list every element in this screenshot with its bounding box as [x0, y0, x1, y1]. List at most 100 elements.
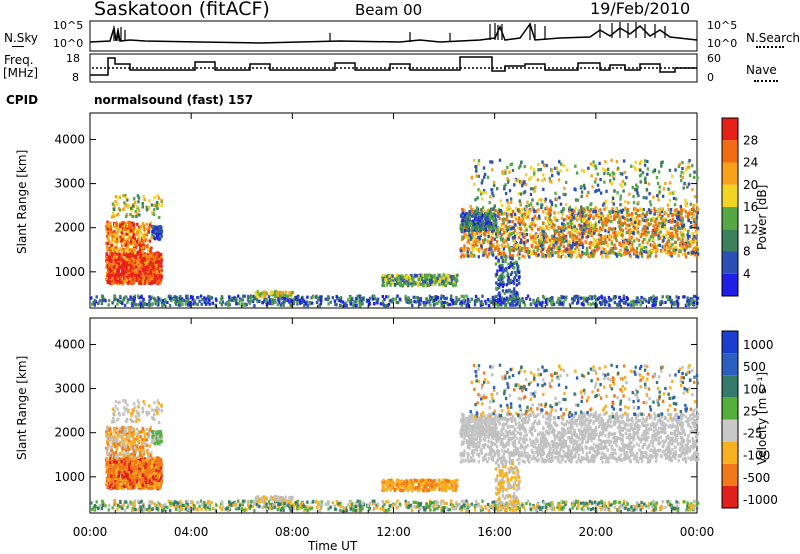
scatter-cell	[663, 235, 666, 239]
scatter-cell	[688, 234, 691, 238]
scatter-cell	[412, 295, 415, 299]
scatter-cell	[509, 256, 512, 260]
scatter-cell	[686, 296, 689, 300]
scatter-cell	[493, 215, 497, 219]
scatter-cell	[581, 235, 584, 239]
scatter-cell	[557, 252, 560, 256]
scatter-cell	[466, 236, 469, 240]
scatter-cell	[666, 243, 670, 247]
scatter-cell	[519, 164, 522, 168]
scatter-cell	[468, 299, 472, 303]
scatter-cell	[562, 207, 565, 211]
scatter-cell	[630, 248, 633, 252]
scatter-cell	[491, 168, 494, 172]
scatter-cell	[387, 281, 391, 285]
scatter-cell	[471, 239, 474, 243]
scatter-cell	[438, 283, 441, 287]
scatter-cell	[486, 229, 489, 233]
scatter-cell	[140, 264, 144, 268]
scatter-cell	[514, 247, 517, 251]
scatter-cell	[694, 251, 697, 255]
scatter-cell	[141, 280, 145, 284]
scatter-cell	[110, 267, 113, 271]
scatter-cell	[623, 249, 627, 254]
scatter-cell	[185, 299, 188, 303]
scatter-cell	[465, 294, 468, 298]
scatter-cell	[694, 248, 698, 252]
scatter-cell	[617, 220, 620, 224]
scatter-cell	[99, 298, 102, 303]
scatter-cell	[196, 303, 199, 307]
scatter-cell	[116, 252, 119, 256]
scatter-cell	[581, 301, 585, 305]
scatter-cell	[404, 297, 407, 301]
scatter-cell	[530, 227, 533, 231]
scatter-cell	[620, 242, 623, 246]
scatter-cell	[154, 275, 157, 279]
scatter-cell	[108, 259, 112, 263]
scatter-cell	[129, 212, 132, 217]
scatter-cell	[655, 230, 658, 234]
scatter-cell	[689, 208, 692, 212]
scatter-cell	[507, 205, 510, 209]
scatter-cell	[130, 208, 133, 212]
scatter-cell	[481, 220, 485, 224]
scatter-cell	[393, 283, 397, 287]
scatter-cell	[553, 237, 556, 241]
scatter-cell	[609, 235, 612, 239]
scatter-cell	[676, 233, 679, 237]
scatter-cell	[533, 302, 537, 306]
scatter-cell	[636, 185, 639, 189]
scatter-cell	[548, 215, 551, 219]
scatter-cell	[138, 248, 142, 252]
scatter-cell	[583, 223, 586, 227]
scatter-cell	[472, 245, 476, 250]
scatter-cell	[114, 297, 117, 301]
scatter-cell	[529, 192, 533, 196]
scatter-cell	[630, 300, 633, 304]
scatter-cell	[114, 240, 117, 244]
scatter-cell	[437, 278, 440, 282]
scatter-cell	[500, 204, 504, 208]
scatter-cell	[150, 203, 154, 207]
scatter-cell	[594, 295, 597, 299]
scatter-cell	[317, 298, 320, 302]
scatter-cell	[628, 250, 631, 254]
scatter-cell	[641, 254, 644, 258]
scatter-cell	[668, 253, 671, 257]
scatter-cell	[671, 217, 675, 222]
scatter-cell	[653, 298, 656, 302]
scatter-cell	[553, 234, 556, 238]
scatter-cell	[353, 300, 356, 304]
scatter-cell	[114, 268, 118, 272]
scatter-cell	[427, 283, 430, 287]
scatter-cell	[638, 243, 641, 247]
scatter-cell	[130, 298, 133, 302]
scatter-cell	[483, 209, 486, 213]
scatter-cell	[129, 275, 132, 279]
scatter-cell	[683, 248, 686, 252]
scatter-cell	[476, 247, 479, 251]
scatter-cell	[269, 292, 272, 296]
scatter-cell	[128, 234, 131, 238]
scatter-cell	[430, 280, 434, 284]
scatter-cell	[396, 301, 400, 305]
scatter-cell	[608, 250, 612, 254]
scatter-cell	[589, 208, 593, 212]
scatter-cell	[355, 297, 358, 301]
scatter-cell	[461, 226, 464, 230]
scatter-cell	[513, 239, 516, 243]
scatter-cell	[174, 298, 177, 302]
scatter-cell	[414, 273, 417, 278]
scatter-cell	[472, 212, 476, 217]
scatter-cell	[671, 237, 674, 241]
scatter-cell	[681, 175, 685, 179]
scatter-cell	[581, 214, 584, 218]
scatter-cell	[191, 295, 194, 299]
scatter-cell	[111, 202, 115, 206]
scatter-cell	[606, 243, 610, 247]
scatter-cell	[574, 164, 577, 168]
scatter-cell	[136, 255, 140, 260]
scatter-cell	[666, 250, 669, 254]
scatter-cell	[604, 168, 607, 172]
